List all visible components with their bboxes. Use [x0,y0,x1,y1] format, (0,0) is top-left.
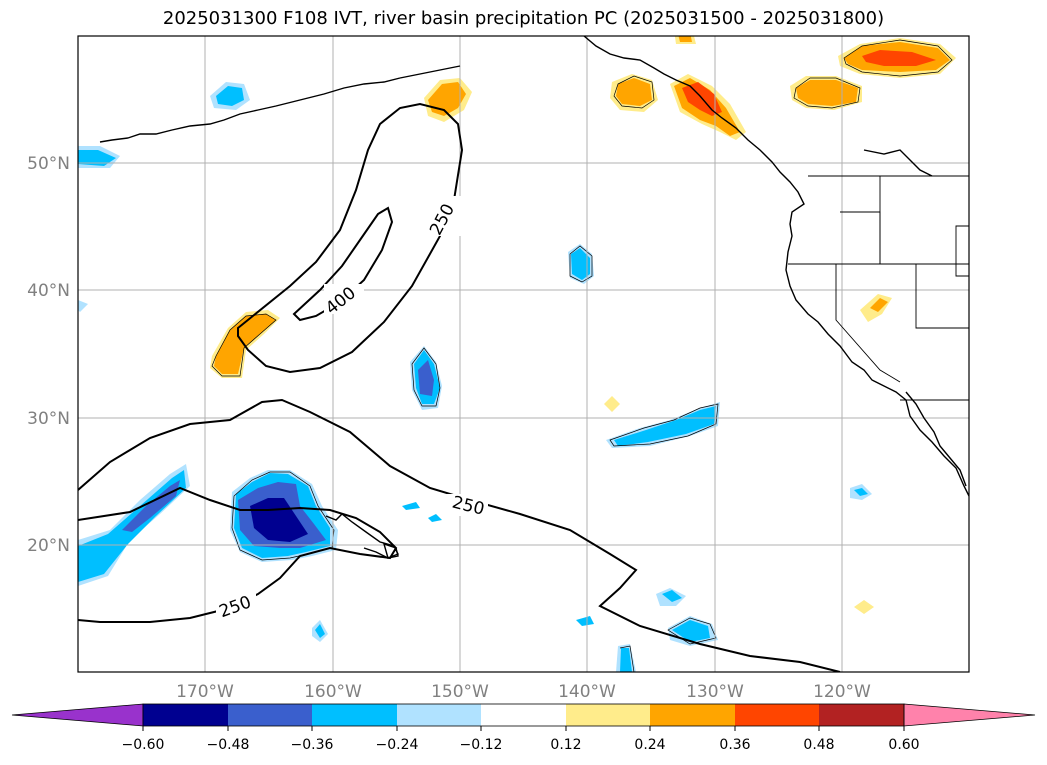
plot-area [78,36,969,672]
graticule [78,36,969,672]
lon-label-130w: 130°W [686,682,744,702]
colorbar-tick: −0.36 [291,737,334,753]
colorbar-bin [650,704,735,726]
precip-negative-areas [78,82,872,672]
colorbar-tick: 0.48 [803,737,834,753]
colorbar-bin [312,704,397,726]
lon-label-170w: 170°W [176,682,234,702]
lon-label-150w: 150°W [431,682,489,702]
colorbar-tick: −0.12 [460,737,503,753]
map-title: 2025031300 F108 IVT, river basin precipi… [162,8,885,29]
colorbar-bin [481,704,566,726]
precip-outline-contours [211,39,953,672]
colorbar-bin [228,704,313,726]
colorbar-bin [735,704,820,726]
colorbar: −0.60 −0.48 −0.36 −0.24 −0.12 0.12 0.24 … [11,703,1036,753]
colorbar-tick: −0.24 [376,737,419,753]
colorbar-bin [566,704,651,726]
colorbar-tick: −0.48 [207,737,250,753]
colorbar-upper-extension [903,703,1036,727]
colorbar-lower-extension [11,703,144,727]
plot-frame [77,35,970,673]
lat-label-30n: 30°N [27,409,70,429]
colorbar-tick: 0.60 [888,737,919,753]
colorbar-tick: 0.24 [634,737,665,753]
colorbar-tick: 0.36 [719,737,750,753]
lat-label-20n: 20°N [27,536,70,556]
coastlines [99,36,969,559]
lon-label-160w: 160°W [304,682,362,702]
lon-label-140w: 140°W [558,682,616,702]
lon-label-120w: 120°W [813,682,871,702]
colorbar-tick: 0.12 [550,737,581,753]
precip-positive-areas [210,36,956,614]
political-boundaries [788,175,969,401]
colorbar-bin [397,704,482,726]
colorbar-bin [819,704,904,726]
lat-label-50n: 50°N [27,154,70,174]
colorbar-tick: −0.60 [122,737,165,753]
colorbar-bin [143,704,228,726]
lat-label-40n: 40°N [27,281,70,301]
